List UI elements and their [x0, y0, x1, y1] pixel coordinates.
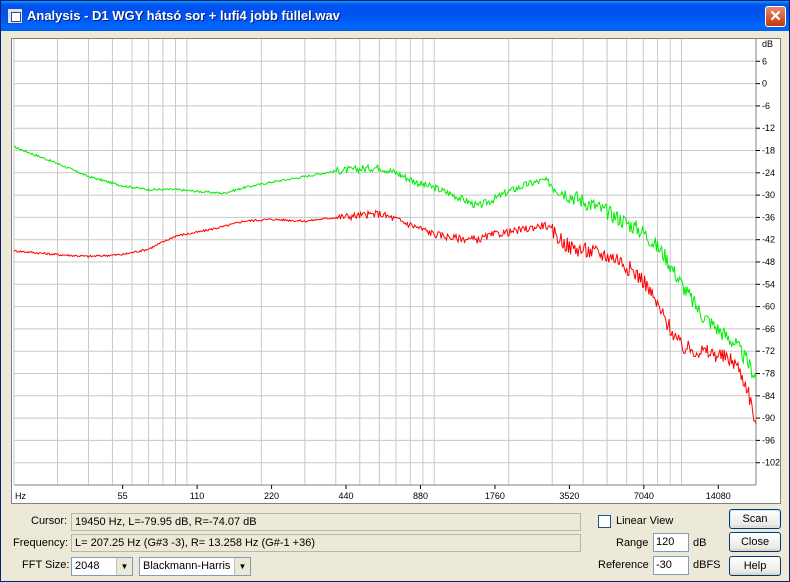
db-tick-label: -102: [762, 458, 780, 468]
hz-unit-label: Hz: [15, 491, 26, 501]
hz-tick-label: 220: [264, 491, 279, 501]
hz-tick-label: 1760: [485, 491, 505, 501]
reference-label: Reference: [598, 559, 649, 571]
db-tick-label: -78: [762, 369, 775, 379]
spectrum-plot[interactable]: dB 6 0 -6 -12 -18 -24 -30 -36 -42 -48 -54 -60 -66 -72 -…: [12, 39, 780, 503]
hz-tick-label: 110: [190, 491, 204, 501]
db-tick-label: -42: [762, 235, 775, 245]
hz-tick-label: 3520: [559, 491, 579, 501]
db-tick-label: -54: [762, 279, 775, 289]
spectrum-graph[interactable]: dB 6 0 -6 -12 -18 -24 -30 -36 -42 -48 -54 -60 -66 -72 -…: [11, 38, 781, 504]
db-tick-label: 6: [762, 56, 767, 66]
db-tick-label: -96: [762, 435, 775, 445]
fft-size-select[interactable]: 2048 ▼: [71, 557, 133, 576]
app-icon: [7, 8, 23, 24]
db-tick-label: -72: [762, 346, 775, 356]
chevron-down-icon[interactable]: ▼: [116, 558, 132, 575]
title-bar[interactable]: Analysis - D1 WGY hátsó sor + lufi4 jobb…: [1, 1, 789, 31]
hz-tick-label: 55: [118, 491, 128, 501]
range-label: Range: [616, 537, 649, 549]
db-unit-label: dB: [762, 39, 773, 49]
window-function-select[interactable]: Blackmann-Harris ▼: [139, 557, 251, 576]
db-tick-label: -12: [762, 123, 775, 133]
hz-tick-label: 440: [339, 491, 354, 501]
close-window-button[interactable]: ✕: [765, 6, 786, 27]
db-tick-label: -6: [762, 101, 770, 111]
scan-button[interactable]: Scan: [729, 509, 781, 529]
db-tick-label: -90: [762, 413, 775, 423]
linear-view-label: Linear View: [616, 515, 674, 527]
db-tick-label: -84: [762, 391, 775, 401]
db-tick-label: -36: [762, 212, 775, 222]
spectrum-line-right: [13, 145, 757, 380]
range-unit: dB: [693, 537, 707, 549]
cursor-readout: 19450 Hz, L=-79.95 dB, R=-74.07 dB: [71, 513, 581, 531]
hz-tick-label: 14080: [706, 491, 731, 501]
db-tick-label: -30: [762, 190, 775, 200]
db-tick-label: -60: [762, 302, 775, 312]
window-title: Analysis - D1 WGY hátsó sor + lufi4 jobb…: [27, 8, 340, 23]
reference-unit: dBFS: [693, 559, 721, 571]
frequency-label: Frequency:: [13, 537, 69, 549]
db-tick-label: 0: [762, 79, 767, 89]
range-input[interactable]: 120: [653, 533, 689, 552]
window-function-value: Blackmann-Harris: [143, 560, 231, 572]
db-tick-label: -48: [762, 257, 775, 267]
db-tick-label: -18: [762, 146, 775, 156]
linear-view-checkbox[interactable]: [598, 515, 611, 528]
spectrum-line-left: [13, 209, 757, 424]
frequency-readout: L= 207.25 Hz (G#3 -3), R= 13.258 Hz (G#-…: [71, 534, 581, 552]
fft-size-value: 2048: [75, 560, 100, 572]
db-tick-label: -24: [762, 168, 775, 178]
db-tick-label: -66: [762, 324, 775, 334]
fft-size-label: FFT Size:: [22, 559, 70, 571]
chevron-down-icon[interactable]: ▼: [234, 558, 250, 575]
help-button[interactable]: Help: [729, 556, 781, 576]
hz-tick-label: 880: [413, 491, 428, 501]
close-button[interactable]: Close: [729, 532, 781, 552]
reference-input[interactable]: -30: [653, 556, 689, 575]
hz-tick-label: 7040: [634, 491, 654, 501]
cursor-label: Cursor:: [31, 515, 68, 527]
